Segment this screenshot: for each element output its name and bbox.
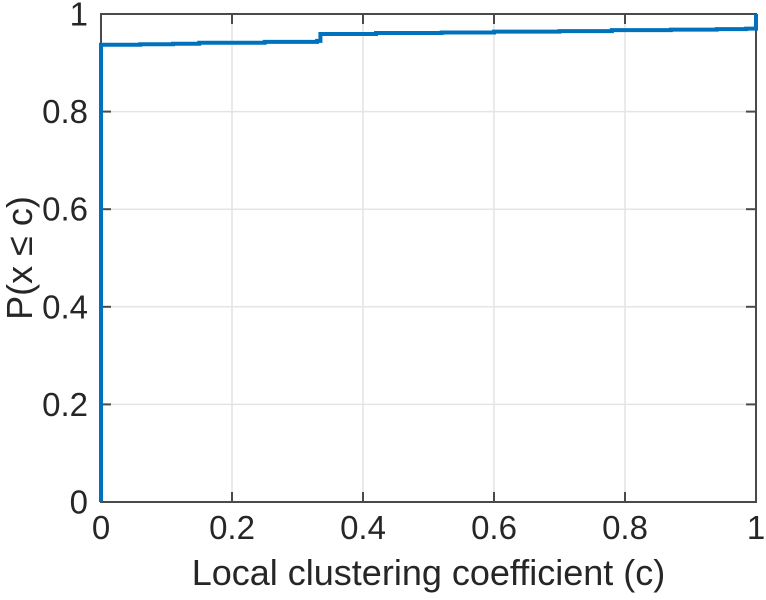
y-axis-label: P(x ≤ c) [0, 196, 40, 320]
x-tick-label: 0.8 [602, 509, 648, 546]
x-tick-label: 1 [747, 509, 765, 546]
y-tick-label: 0.2 [42, 386, 88, 423]
ecdf-line [99, 14, 758, 502]
x-tick-label: 0.4 [340, 509, 386, 546]
x-tick-label: 0.2 [209, 509, 255, 546]
y-tick-label: 0.8 [42, 93, 88, 130]
plot-frame [100, 13, 757, 503]
y-tick-label: 1 [70, 0, 88, 33]
x-tick-label: 0.6 [471, 509, 517, 546]
x-axis-label: Local clustering coefficient (c) [191, 552, 666, 593]
x-tick-label: 0 [92, 509, 110, 546]
y-tick-label: 0.4 [42, 288, 88, 325]
y-tick-label: 0.6 [42, 191, 88, 228]
y-tick-label: 0 [70, 484, 88, 521]
